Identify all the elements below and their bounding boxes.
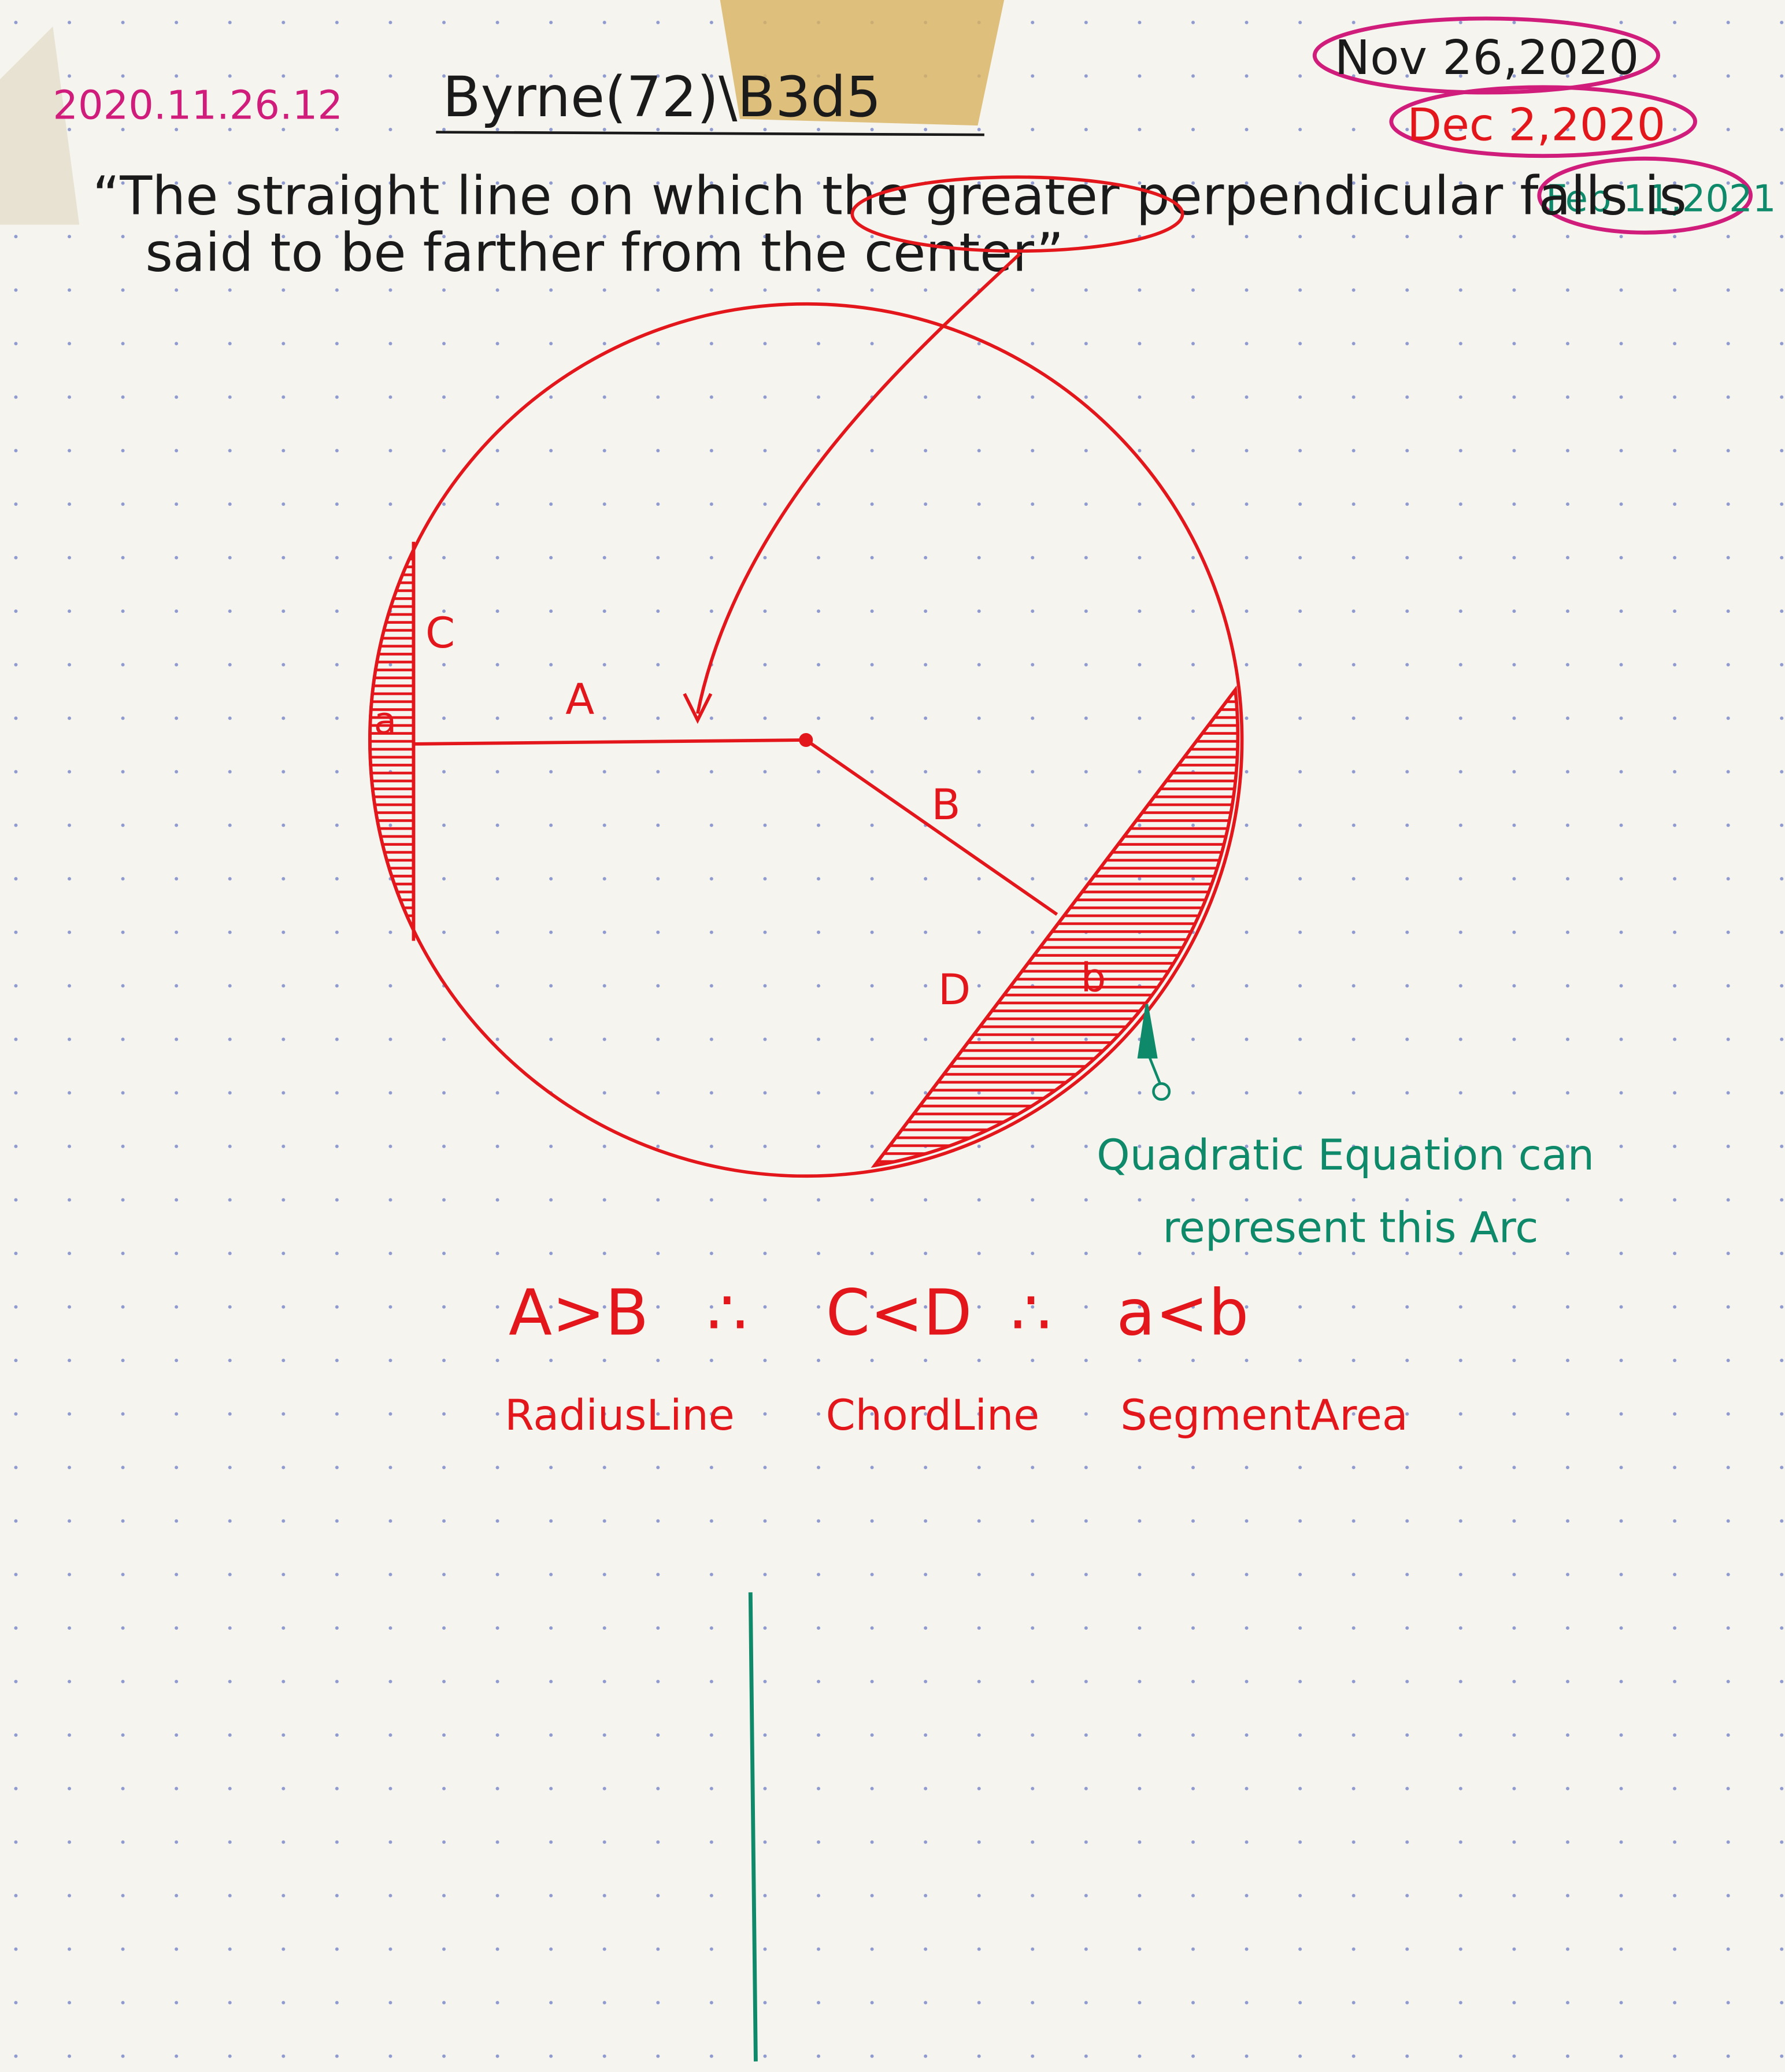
label-small-b: b	[1081, 954, 1106, 1001]
arrow	[696, 252, 1021, 714]
label-small-a: a	[374, 700, 397, 743]
relation-part: a<b	[1116, 1276, 1249, 1350]
relation-caption: SegmentArea	[1120, 1391, 1408, 1440]
label-d: D	[938, 965, 971, 1015]
torn-corner	[0, 26, 80, 225]
relation-caption: RadiusLine	[505, 1391, 735, 1440]
date-code: 2020.11.26.12	[53, 83, 343, 129]
date-ring	[1389, 85, 1697, 158]
title-underline	[436, 131, 984, 136]
chord-d	[873, 689, 1237, 1167]
label-c: C	[425, 609, 455, 658]
label-a: A	[565, 675, 594, 724]
date-ring	[1537, 156, 1753, 235]
quote-line: said to be farther from the center”	[145, 222, 1064, 284]
note-line: represent this Arc	[1162, 1204, 1538, 1253]
review-date: Nov 26,2020	[1335, 31, 1639, 86]
radius-a	[413, 738, 806, 746]
relation-part: ∴	[1011, 1276, 1051, 1350]
tape	[720, 0, 1005, 126]
arrow-head	[683, 693, 713, 724]
relation-part: A>B	[509, 1276, 649, 1350]
label-b: B	[931, 780, 960, 830]
pen-pointer	[1137, 1004, 1161, 1085]
parabola-sketch	[748, 1592, 758, 2062]
note-line: Quadratic Equation can	[1097, 1131, 1594, 1180]
circle-diagram	[368, 302, 1244, 1178]
radius-b	[805, 738, 1058, 916]
title: Byrne(72)\B3d5	[443, 65, 882, 130]
highlight-ring	[850, 175, 1184, 253]
relation-part: C<D	[826, 1276, 972, 1350]
y-axis	[748, 1592, 758, 2062]
quote-line: “The straight line on which the greater …	[92, 165, 1687, 227]
relation-caption: ChordLine	[826, 1391, 1040, 1440]
center	[799, 733, 813, 747]
circle	[368, 302, 1244, 1178]
review-date: Feb 11,2021	[1546, 178, 1776, 221]
review-date: Dec 2,2020	[1407, 99, 1665, 151]
pen-pointer-tip	[1152, 1082, 1171, 1101]
relation-part: ∴	[707, 1276, 747, 1350]
date-ring	[1312, 16, 1660, 95]
